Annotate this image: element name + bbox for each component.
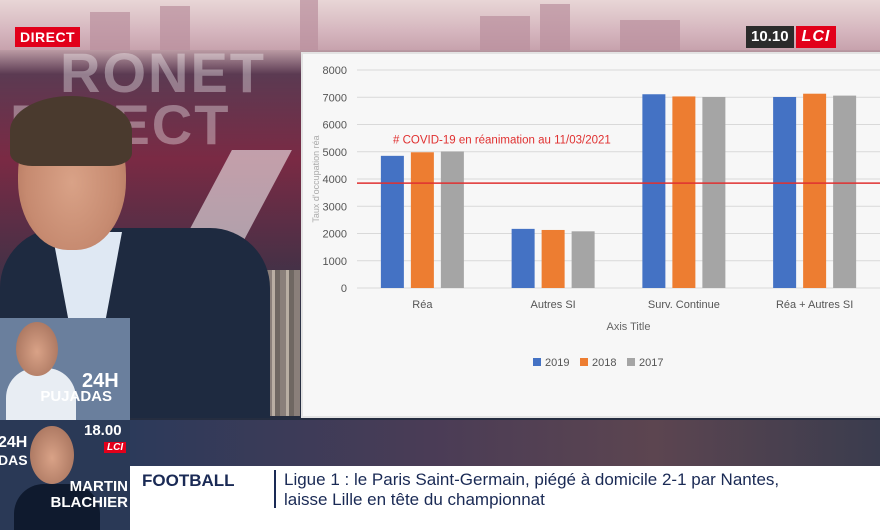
ticker-headline-line1: Ligue 1 : le Paris Saint-Germain, piégé …: [284, 470, 780, 489]
promo-time: 18.00: [84, 422, 122, 439]
channel-logo: LCI: [795, 26, 837, 48]
wall-text-top: RONET: [60, 41, 266, 104]
broadcast-clock: 10.10: [746, 26, 794, 48]
promo-host-lastname: BLACHIER: [50, 494, 129, 511]
ticker-divider: [274, 470, 276, 508]
y-tick-label: 7000: [323, 92, 347, 104]
bar-chart-panel: 0 1000 2000 3000 4000 5000 6000 7000 8000 Taux d'…: [303, 54, 880, 416]
ticker-category: FOOTBALL: [142, 471, 235, 490]
presenter-hair: [10, 96, 132, 166]
promo-face: [30, 426, 74, 484]
legend-label: 2017: [639, 357, 663, 369]
x-tick-label: Autres SI: [531, 299, 576, 311]
bar-2019: [642, 94, 666, 288]
bar-2017: [702, 96, 726, 288]
y-tick-label: 2000: [323, 229, 347, 241]
bar-2017: [440, 151, 464, 288]
bar-2017: [571, 231, 595, 288]
news-ticker: FOOTBALL Ligue 1 : le Paris Saint-Germai…: [130, 466, 880, 530]
y-tick-label: 4000: [323, 174, 347, 186]
promo-show-label: 24H: [82, 370, 119, 392]
promo-side-label: DAS: [0, 452, 28, 468]
y-tick-label: 6000: [323, 120, 347, 132]
promo-face: [16, 322, 58, 376]
promo-show-label: 24H: [0, 434, 28, 451]
legend-label: 2019: [545, 357, 569, 369]
y-tick-label: 3000: [323, 201, 347, 213]
bar-2019: [511, 228, 535, 288]
promo-pujadas: 24H PUJADAS: [0, 318, 130, 420]
promo-host-name: PUJADAS: [40, 388, 112, 405]
promo-body: [6, 368, 76, 420]
bar-2018: [803, 93, 827, 288]
promo-blachier: 24H DAS 18.00 LCI MARTIN BLACHIER: [0, 420, 130, 530]
y-tick-label: 1000: [323, 256, 347, 268]
y-tick-label: 5000: [323, 147, 347, 159]
lower-third-background: [130, 420, 880, 466]
clock-and-logo: 10.10 LCI: [746, 26, 837, 48]
x-tick-label: Surv. Continue: [648, 299, 720, 311]
promo-channel-logo: LCI: [104, 442, 127, 453]
ticker-headline-line2: laisse Lille en tête du championnat: [284, 490, 545, 509]
y-tick-label: 8000: [323, 65, 347, 77]
x-tick-label: Réa: [412, 299, 433, 311]
y-tick-label: 0: [341, 283, 347, 295]
x-tick-label: Réa + Autres SI: [776, 299, 853, 311]
bar-2018: [410, 152, 434, 288]
reference-line-label: # COVID-19 en réanimation au 11/03/2021: [393, 135, 611, 147]
live-badge: DIRECT: [15, 27, 81, 47]
bar-chart: 0 1000 2000 3000 4000 5000 6000 7000 8000 Taux d'…: [311, 65, 880, 369]
legend-label: 2018: [592, 357, 616, 369]
skyline-banner: [0, 0, 880, 50]
bar-2018: [541, 229, 565, 288]
y-axis-label: Taux d'occupation réa: [311, 135, 321, 222]
legend-swatch-2018: [580, 358, 588, 366]
bar-2019: [773, 96, 797, 288]
bar-2019: [380, 155, 404, 288]
bar-2018: [672, 96, 696, 288]
x-axis-title: Axis Title: [606, 321, 650, 333]
legend-swatch-2019: [533, 358, 541, 366]
promo-host-firstname: MARTIN: [69, 478, 128, 495]
bar-2017: [833, 95, 857, 288]
legend-swatch-2017: [627, 358, 635, 366]
promo-body: [14, 484, 100, 530]
